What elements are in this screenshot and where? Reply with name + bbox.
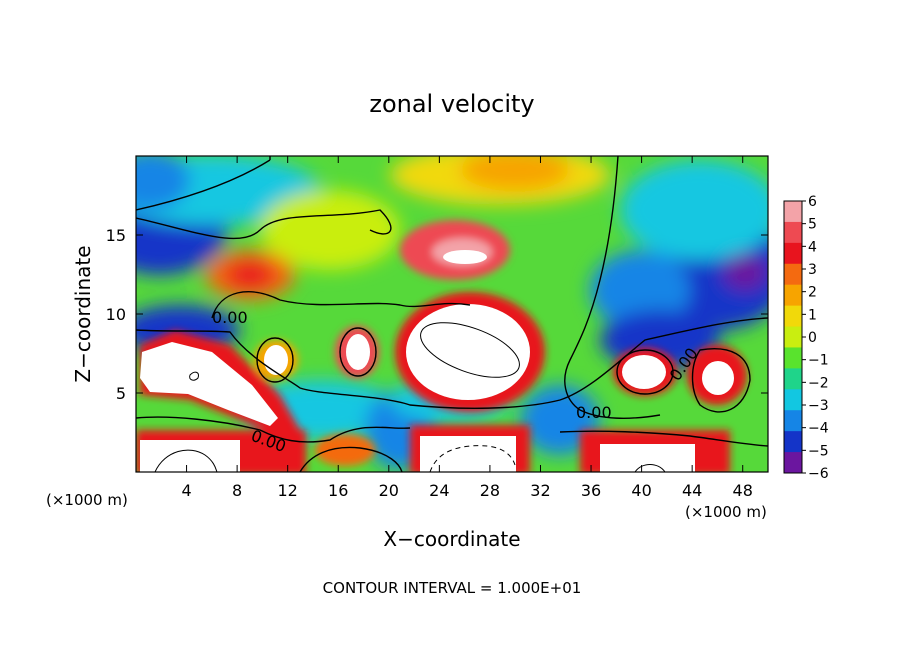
colorbar-tick-label: −4	[808, 421, 829, 437]
y-axis-title: Z−coordinate	[71, 245, 95, 382]
x-tick-label: 20	[379, 481, 399, 500]
x-tick-label: 40	[631, 481, 651, 500]
colorbar-swatch	[784, 263, 802, 286]
colorbar-swatch	[784, 242, 802, 265]
x-tick-label: 4	[181, 481, 191, 500]
colorbar-tick-label: 0	[808, 330, 817, 346]
y-axis: 5 10 15	[106, 226, 768, 403]
y-tick-label: 15	[106, 226, 126, 245]
x-tick-label: 16	[328, 481, 348, 500]
colorbar-swatch	[784, 305, 802, 328]
heatmap-field	[136, 156, 768, 472]
x-unit-right: (×1000 m)	[685, 503, 767, 521]
colorbar-tick-label: −1	[808, 353, 829, 369]
x-tick-label: 32	[530, 481, 550, 500]
colorbar-tick-label: 3	[808, 262, 817, 278]
colorbar-swatch	[784, 221, 802, 244]
colorbar-tick-label: −6	[808, 466, 829, 482]
x-tick-label: 36	[581, 481, 601, 500]
colorbar-swatch	[784, 410, 802, 432]
x-tick-label: 12	[278, 481, 298, 500]
colorbar-tick-label: −3	[808, 398, 829, 414]
contour-label: 0.00	[576, 403, 612, 422]
x-axis: 4 8 12 16 20 24 28 32 36 40 44 48	[181, 156, 753, 500]
colorbar-swatch	[784, 201, 802, 223]
chart-title: zonal velocity	[369, 90, 534, 118]
y-tick-label: 5	[116, 384, 126, 403]
zero-contours	[136, 156, 768, 472]
colorbar-tick-label: 4	[808, 239, 817, 255]
colorbar-tick-label: −5	[808, 443, 829, 459]
colorbar-tick-label: 6	[808, 194, 817, 210]
colorbar-tick-label: −2	[808, 375, 829, 391]
colorbar-swatch	[784, 284, 802, 307]
colorbar-tick-label: 5	[808, 217, 817, 233]
x-tick-label: 24	[429, 481, 449, 500]
saturated-regions	[140, 250, 734, 472]
contour-interval-note: CONTOUR INTERVAL = 1.000E+01	[323, 579, 582, 597]
x-unit-left: (×1000 m)	[46, 491, 128, 509]
colorbar-swatch	[784, 389, 802, 411]
x-tick-label: 48	[733, 481, 753, 500]
y-tick-label: 10	[106, 305, 126, 324]
x-tick-label: 8	[232, 481, 242, 500]
colorbar-tick-label: 2	[808, 285, 817, 301]
colorbar-swatch	[784, 368, 802, 390]
colorbar-swatch	[784, 431, 802, 453]
colorbar-swatch	[784, 347, 802, 369]
x-tick-label: 44	[682, 481, 702, 500]
colorbar-swatch	[784, 452, 802, 474]
x-tick-label: 28	[480, 481, 500, 500]
contour-label: 0.00	[212, 308, 248, 327]
colorbar-tick-label: 1	[808, 307, 817, 323]
colorbar-swatch	[784, 326, 802, 348]
colorbar: 6 5 4 3 2 1 0 −1 −2 −3 −4 −5 −6	[783, 194, 829, 482]
x-axis-title: X−coordinate	[383, 527, 520, 551]
